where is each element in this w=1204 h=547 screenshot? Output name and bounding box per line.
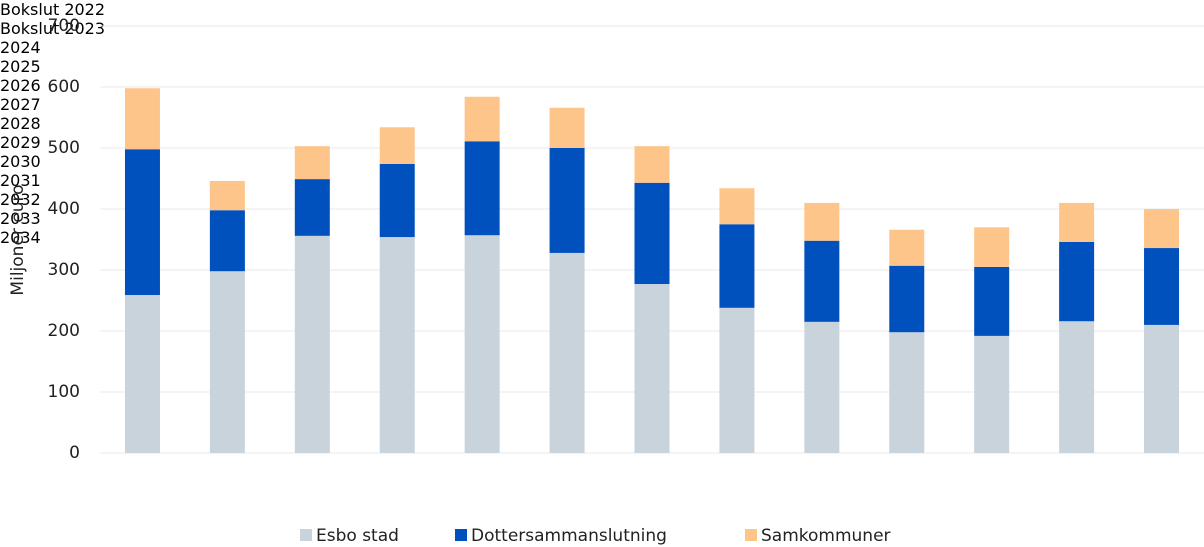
bar-segment [464, 235, 500, 453]
legend-label: Samkommuner [761, 526, 891, 546]
y-tick-label: 500 [48, 138, 80, 158]
x-tick-label: Bokslut 2022 [0, 0, 106, 19]
legend-label: Dottersammanslutning [471, 526, 667, 546]
bar-segment [1144, 209, 1180, 249]
x-tick-label: 2025 [0, 57, 41, 76]
bar-segment [379, 127, 415, 164]
bar-segment [974, 266, 1010, 336]
bar-segment [634, 146, 670, 183]
x-tick-label: 2024 [0, 38, 41, 57]
x-tick-label: 2033 [0, 209, 41, 228]
bar-segment [719, 224, 755, 308]
bar-segment [634, 284, 670, 453]
bar-segment [974, 227, 1010, 267]
bar-segment [804, 202, 840, 241]
y-tick-label: 400 [48, 199, 80, 219]
bar-segment [124, 149, 160, 296]
bar-segment [889, 265, 925, 333]
bar-segment [294, 146, 330, 180]
bar-segment [889, 229, 925, 266]
bar-segment [379, 163, 415, 238]
bar-segment [634, 182, 670, 285]
bar-segment [294, 179, 330, 236]
bar-segment [804, 321, 840, 453]
bar-segment [719, 188, 755, 225]
bar-segment [294, 235, 330, 453]
bar-segment [124, 88, 160, 150]
legend-swatch [745, 529, 757, 541]
bar-segment [1144, 324, 1180, 453]
bar-segment [889, 332, 925, 453]
x-tick-label: 2034 [0, 228, 41, 247]
bar-segment [464, 96, 500, 142]
legend-label: Esbo stad [316, 526, 399, 546]
y-tick-label: 0 [69, 443, 80, 463]
y-tick-label: 100 [48, 382, 80, 402]
x-tick-label: 2032 [0, 190, 41, 209]
x-tick-label: 2031 [0, 171, 41, 190]
y-tick-label: 300 [48, 260, 80, 280]
bar-segment [549, 148, 585, 253]
x-tick-label: Bokslut 2023 [0, 19, 106, 38]
bar-segment [549, 107, 585, 148]
bar-segment [719, 307, 755, 453]
bar-segment [1059, 241, 1095, 322]
y-axis-title: Miljoner euro [8, 184, 28, 295]
legend-swatch [300, 529, 312, 541]
bar-segment [379, 237, 415, 453]
bar-segment [209, 180, 245, 211]
bar-segment [209, 210, 245, 272]
x-tick-label: 2026 [0, 76, 41, 95]
y-tick-label: 200 [48, 321, 80, 341]
bar-segment [1059, 202, 1095, 242]
y-tick-label: 700 [48, 16, 80, 36]
bar-segment [804, 240, 840, 322]
bar-segment [549, 252, 585, 453]
bar-segment [1059, 321, 1095, 453]
bar-segment [974, 335, 1010, 453]
bar-segment [464, 141, 500, 236]
legend-swatch [455, 529, 467, 541]
bar-segment [1144, 248, 1180, 325]
bar-segment [124, 295, 160, 453]
x-tick-label: 2028 [0, 114, 41, 133]
y-tick-label: 600 [48, 77, 80, 97]
x-tick-label: 2027 [0, 95, 41, 114]
x-tick-label: 2030 [0, 152, 41, 171]
bar-segment [209, 271, 245, 453]
x-tick-label: 2029 [0, 133, 41, 152]
